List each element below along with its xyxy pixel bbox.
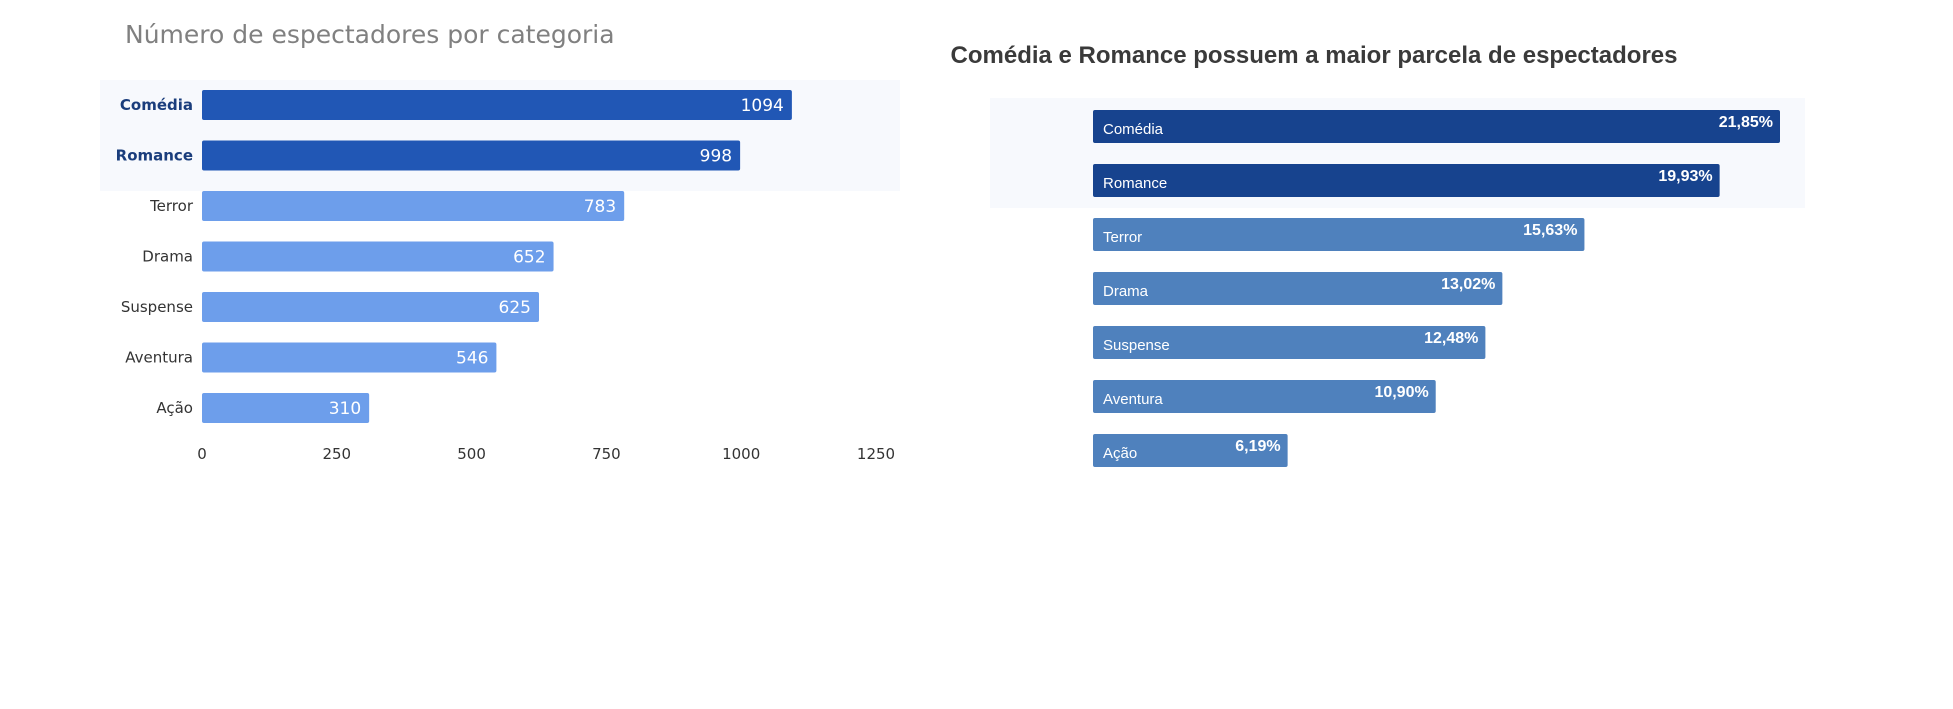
bar-right-0 [1093,110,1780,143]
category-label-left-0: Comédia [120,96,193,114]
category-label-right-6: Ação [1103,445,1137,462]
chart-title-left: Número de espectadores por categoria [125,20,615,49]
category-label-left-3: Drama [142,248,193,266]
value-label-right-0: 21,85% [1719,114,1773,131]
x-tick-label-0: 0 [197,445,207,463]
value-label-right-4: 12,48% [1424,330,1478,347]
spectators-count-chart: Número de espectadores por categoria Com… [115,20,896,463]
value-label-left-3: 652 [513,248,545,268]
bar-left-0 [202,90,792,120]
bar-left-5 [202,342,497,373]
value-label-left-1: 998 [700,147,732,167]
value-label-right-2: 15,63% [1523,222,1577,239]
category-label-right-0: Comédia [1103,121,1164,138]
value-label-left-2: 783 [584,197,616,217]
category-label-right-1: Romance [1103,175,1167,192]
category-label-right-5: Aventura [1103,391,1163,408]
x-tick-label-4: 1000 [722,445,760,463]
value-label-right-3: 13,02% [1441,276,1495,293]
category-label-right-4: Suspense [1103,337,1170,354]
bar-left-4 [202,292,539,322]
category-label-left-1: Romance [116,147,193,165]
bar-right-4 [1093,326,1486,359]
bar-right-2 [1093,218,1585,251]
bar-left-2 [202,191,625,221]
bar-right-5 [1093,380,1436,413]
category-label-right-3: Drama [1103,283,1149,300]
category-label-left-5: Aventura [125,349,193,367]
bar-left-6 [202,393,370,423]
bar-right-1 [1093,164,1720,197]
value-label-left-6: 310 [329,399,361,419]
bar-left-1 [202,140,741,171]
x-tick-label-3: 750 [592,445,621,463]
x-tick-label-5: 1250 [857,445,895,463]
bar-right-3 [1093,272,1503,305]
category-label-right-2: Terror [1103,229,1142,246]
category-label-left-2: Terror [149,197,194,215]
value-label-left-4: 625 [499,298,531,318]
value-label-right-5: 10,90% [1374,384,1428,401]
bar-right-6 [1093,434,1288,467]
value-label-left-5: 546 [456,349,488,369]
chart-title-right: Comédia e Romance possuem a maior parcel… [951,42,1678,69]
x-tick-label-2: 500 [457,445,486,463]
category-label-left-4: Suspense [121,298,193,316]
category-label-left-6: Ação [156,399,193,417]
x-tick-label-1: 250 [322,445,351,463]
value-label-right-1: 19,93% [1658,168,1712,185]
value-label-right-6: 6,19% [1235,438,1280,455]
bar-left-3 [202,241,554,272]
value-label-left-0: 1094 [741,96,784,116]
